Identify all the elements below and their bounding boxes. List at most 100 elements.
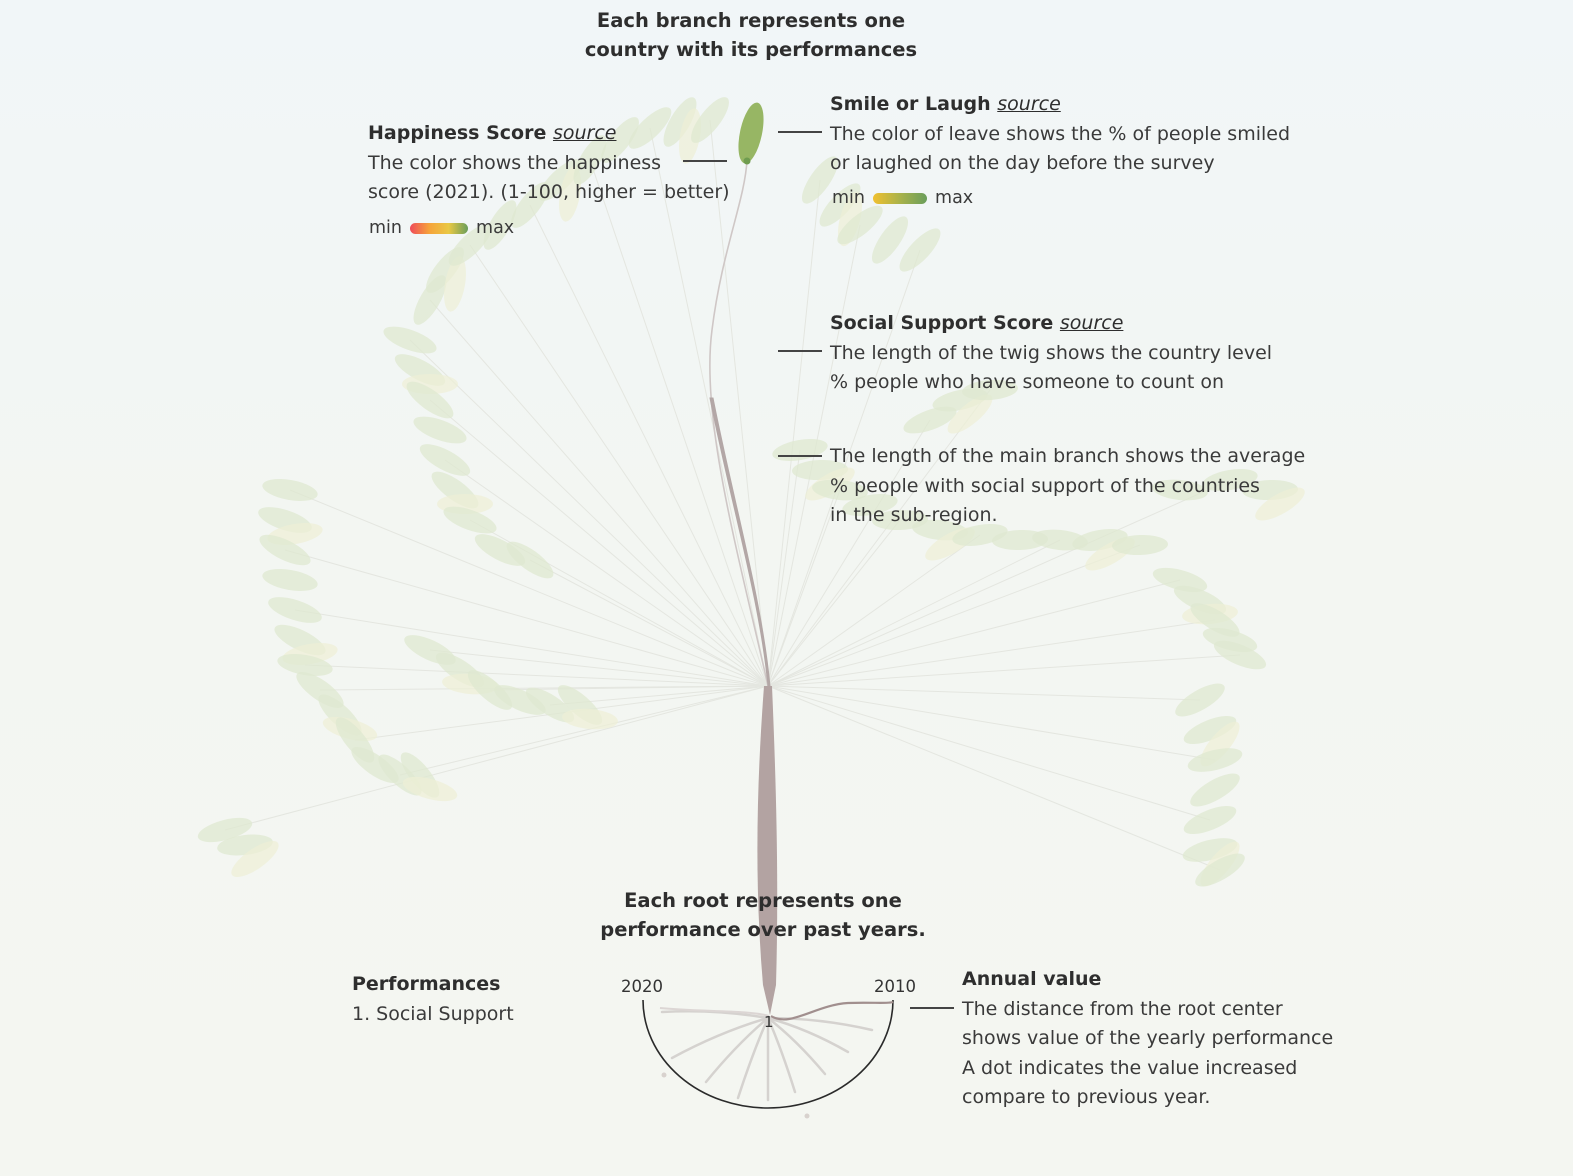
faded-leaf (903, 406, 957, 434)
faded-leaf (1183, 716, 1237, 744)
highlighted-twig (709, 159, 769, 687)
happiness-annotation: Happiness Score source The color shows t… (368, 119, 748, 208)
smile-desc-line-2: or laughed on the day before the survey (830, 152, 1215, 174)
faded-leaf (262, 569, 318, 591)
social-connector (778, 350, 822, 352)
root-center-label: 1 (764, 1013, 774, 1031)
faded-leaf (525, 687, 575, 723)
faded-leaf (419, 444, 471, 476)
happiness-connector (683, 160, 727, 162)
smile-source-link[interactable]: source (997, 93, 1061, 115)
social-title: Social Support Score (830, 312, 1054, 334)
faded-twig-line (767, 519, 901, 687)
faded-leaf (842, 494, 898, 516)
faded-leaf (1175, 683, 1225, 717)
root-line (766, 1016, 827, 1076)
faded-leaf (197, 817, 253, 843)
smile-heading: Smile or Laugh source (830, 90, 1350, 120)
faded-leaf (1255, 487, 1305, 521)
faded-leaf (947, 394, 993, 434)
faded-twig-line (284, 549, 769, 687)
root-line (736, 1016, 770, 1100)
smile-gradient-bar (873, 192, 928, 204)
faded-leaf (601, 117, 639, 163)
faded-twig-line (767, 685, 1211, 821)
faded-leaf (1112, 534, 1168, 556)
faded-leaf (871, 216, 909, 264)
happiness-source-link[interactable]: source (552, 122, 617, 144)
smile-desc-line-1: The color of leave shows the % of people… (830, 122, 1291, 145)
faded-leaf (899, 228, 941, 272)
faded-twig-line (767, 544, 1141, 687)
annual-desc-line-1: The distance from the root center (962, 997, 1283, 1020)
annual-desc-line-2: shows value of the yearly performance (962, 1027, 1334, 1049)
faded-leaf (277, 654, 333, 676)
faded-twig-line (429, 649, 769, 687)
happiness-legend: min max (369, 218, 514, 238)
faded-twig-line (469, 244, 769, 687)
annual-desc-line-3: A dot indicates the value increased (962, 1056, 1298, 1079)
faded-twig-line (294, 609, 769, 687)
faded-leaf (483, 200, 517, 250)
faded-leaf (262, 479, 318, 501)
happiness-gradient-bar (410, 222, 469, 234)
faded-twig-line (767, 419, 931, 687)
faded-leaf (268, 597, 322, 623)
happiness-desc-line-1: The color shows the happiness (368, 151, 662, 174)
faded-leaf (402, 776, 458, 802)
social-desc-line-1: The length of the twig shows the country… (830, 341, 1273, 364)
faded-leaf (506, 541, 554, 579)
branch-length-line-2: % people with social support of the coun… (830, 474, 1260, 497)
faded-leaf (812, 479, 868, 501)
faded-leaf (691, 97, 729, 143)
root-title-line-1: Each root represents one (624, 889, 902, 912)
leaf-stem-dot (743, 157, 751, 165)
faded-twig-line (224, 685, 769, 831)
smile-legend: min max (832, 188, 973, 208)
branch-length-connector (778, 455, 822, 457)
faded-leaf (573, 135, 607, 185)
faded-leaf (819, 183, 861, 227)
performances-title: Performances (352, 973, 501, 995)
branch-length-line-1: The length of the main branch shows the … (830, 445, 1306, 467)
happiness-title: Happiness Score (368, 122, 547, 144)
faded-twig-line (409, 339, 769, 687)
faded-leaf (1152, 479, 1208, 501)
faded-leaf (231, 840, 279, 878)
happiness-legend-max: max (476, 218, 515, 238)
smile-legend-max: max (935, 188, 974, 208)
happiness-desc-line-2: score (2021). (1-100, higher = better) (368, 181, 730, 203)
smile-annotation: Smile or Laugh source The color of leave… (830, 90, 1350, 179)
highlighted-leaf (738, 102, 764, 164)
faded-leaf (1187, 748, 1243, 772)
faded-leaf (494, 685, 546, 715)
faded-twig-line (767, 579, 1181, 687)
social-source-link[interactable]: source (1059, 312, 1124, 334)
faded-twig-line (529, 204, 769, 687)
faded-twig-line (289, 489, 769, 687)
faded-leaf (383, 326, 437, 354)
faded-leaf (448, 224, 492, 266)
branch-length-annotation: The length of the main branch shows the … (830, 442, 1350, 531)
root-line (766, 1016, 850, 1054)
root-explainer-title: Each root represents one performance ove… (563, 886, 963, 944)
faded-twig-line (767, 685, 1216, 761)
annual-annotation: Annual value The distance from the root … (962, 965, 1382, 1113)
faded-leaves (197, 97, 1305, 887)
faded-leaf (1202, 469, 1258, 491)
branch-length-line-3: in the sub-region. (830, 504, 998, 526)
root-year-left: 2020 (621, 977, 663, 996)
faded-twig-line (649, 127, 769, 687)
smile-legend-min: min (832, 188, 866, 208)
faded-twig-line (767, 539, 1061, 687)
trunk (757, 686, 778, 1015)
happiness-legend-min: min (369, 218, 403, 238)
faded-twig-line (429, 399, 769, 687)
root-line (704, 1016, 770, 1084)
faded-twig-line (399, 685, 769, 776)
faded-leaf (562, 708, 618, 730)
root-year-right: 2010 (874, 977, 916, 996)
faded-twig-line (589, 159, 769, 687)
branch-explainer-title: Each branch represents one country with … (551, 6, 951, 64)
